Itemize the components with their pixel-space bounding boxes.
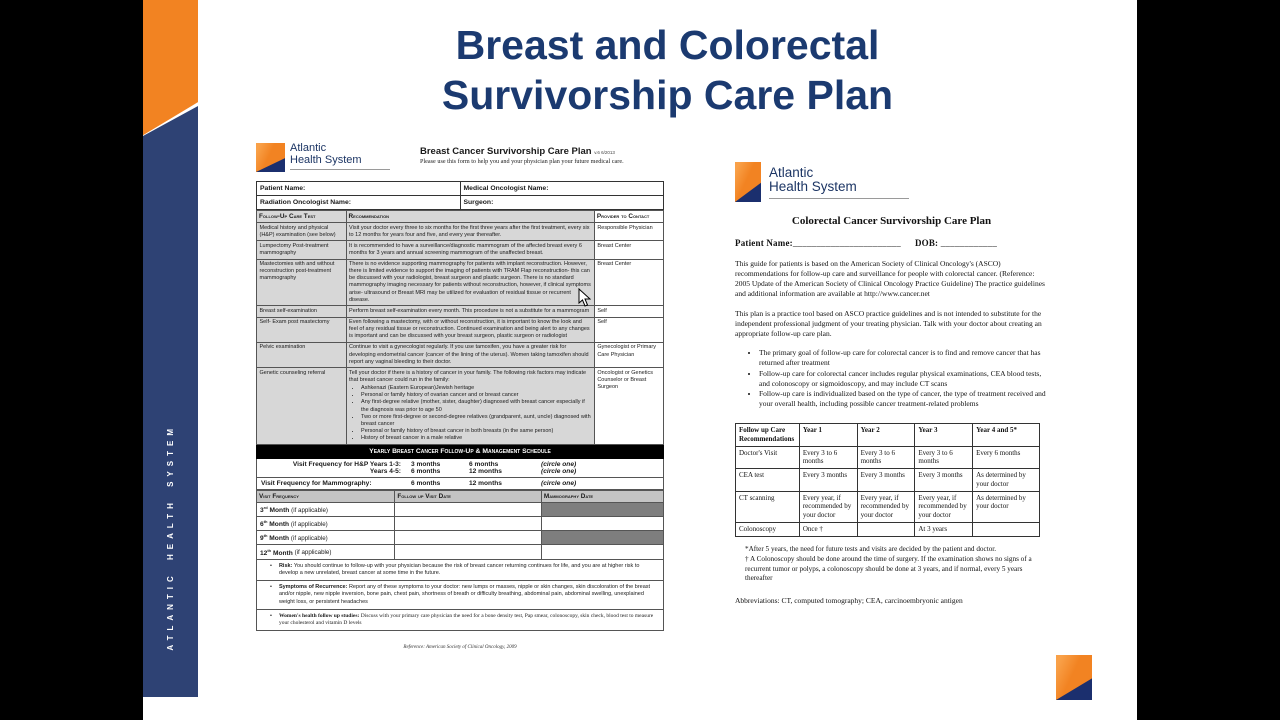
brand-name: Atlantic Health System [769,165,909,200]
slide-title-line2: Survivorship Care Plan [441,72,894,119]
colorectal-doc-title: Colorectal Cancer Survivorship Care Plan [791,215,992,227]
notes-box: • Risk: You should continue to follow-up… [256,559,664,632]
name-fields-table: Patient Name: Medical Oncologist Name: R… [256,181,664,210]
blocked-cell [540,530,665,546]
table-row: Pelvic examination Continue to visit a g… [256,341,665,369]
symptoms-note: • Symptoms of Recurrence: Report any of … [257,580,663,609]
list-item: The primary goal of follow-up care for c… [759,348,1048,368]
letterbox-left [0,0,143,720]
table-row: Breast self-examination Perform breast s… [256,305,665,318]
hp-frequency-row: Visit Frequency for H&P Years 1-3: Years… [292,460,577,475]
table-row: Medical history and physical (H&P) exami… [256,221,665,242]
breast-doc-title: Breast Cancer Survivorship Care Plan v.6… [420,146,615,157]
patient-dob-line: Patient Name:_______________________ DOB:… [735,238,1048,248]
care-table-header-row: Follow-Up Care Test Recommendation Provi… [256,210,665,223]
breast-care-plan-document: Atlantic Health System Breast Cancer Sur… [255,142,665,651]
table-row: Mastectomies with and without reconstruc… [256,258,665,307]
footnote-dagger: † A Colonoscopy should be done around th… [745,555,1032,583]
patient-name-field: Patient Name: [256,181,461,196]
table-row: 3rd Month (if applicable) [255,501,665,517]
table-row: Self- Exam post mastectomy Even followin… [256,316,665,343]
visit-schedule-table: Visit Frequency Follow up Visit Date Mam… [255,489,665,560]
col-header-care-test: Follow-Up Care Test [256,210,347,223]
table-row: 6th Month (if applicable) [255,515,665,532]
breast-doc-header: Atlantic Health System Breast Cancer Sur… [256,142,664,181]
atlantic-health-logo-icon [735,162,761,202]
colorectal-bullets-list: The primary goal of follow-up care for c… [759,348,1048,409]
sidebar-navy-shape [143,106,198,697]
table-row: Colonoscopy Once † At 3 years [735,521,1040,537]
col-header-provider: Provider to Contact [593,210,665,223]
surgeon-field: Surgeon: [459,195,664,210]
col-header-recommendation: Recommendation [345,210,595,223]
list-item: Follow-up care is individualized based o… [759,389,1048,409]
breast-doc-subtitle: Please use this form to help you and you… [420,158,624,165]
abbreviations-line: Abbreviations: CT, computed tomography; … [735,595,963,605]
dob-blank: ____________ [940,238,998,248]
colorectal-care-plan-document: Atlantic Health System Colorectal Cancer… [735,162,1048,605]
table-header-row: Follow up Care Recommendations Year 1 Ye… [735,423,1040,447]
doc-version: v.6 6/2013 [594,150,615,155]
atlantic-health-logo-icon [256,143,285,172]
table-row-genetic-counseling: Genetic counseling referral Tell your do… [256,367,665,445]
dob-label: DOB: [914,238,939,248]
table-row: CT scanning Every year, if recommended b… [735,490,1040,523]
schedule-banner: Yearly Breast Cancer Follow-Up & Managem… [256,444,664,459]
blocked-cell [540,501,665,517]
patient-name-label: Patient Name: [735,238,793,248]
patient-name-blank: _______________________ [792,238,901,248]
slide-title: Breast and Colorectal Survivorship Care … [200,20,1135,120]
slide-title-line1: Breast and Colorectal [455,22,880,68]
intro-paragraph: This guide for patients is based on the … [735,259,1045,299]
slide-sidebar: ATLANTIC HEALTH SYSTEM [143,0,198,697]
visit-frequency-box: Visit Frequency for H&P Years 1-3: Years… [256,458,664,490]
brand-name: Atlantic Health System [290,142,390,171]
list-item: Follow-up care for colorectal cancer inc… [759,369,1048,389]
sidebar-vertical-text: ATLANTIC HEALTH SYSTEM [166,424,175,651]
follow-up-care-table: Follow-Up Care Test Recommendation Provi… [256,210,665,445]
reference-line: Reference: American Society of Clinical … [403,645,517,651]
letterbox-right [1137,0,1280,720]
mammography-frequency-row: Visit Frequency for Mammography: 6 month… [257,476,663,489]
colorectal-doc-header: Atlantic Health System [735,162,1048,202]
table-row: CEA test Every 3 months Every 3 months E… [735,468,1040,492]
disclaimer-paragraph: This plan is a practice tool based on AS… [735,308,1042,338]
table-footnotes: *After 5 years, the need for future test… [735,545,1048,584]
genetic-risk-factors-list: Ashkenazi (Eastern European)Jewish herit… [361,385,591,442]
footnote-asterisk: *After 5 years, the need for future test… [745,544,997,553]
atlantic-health-logo-icon [1056,655,1092,700]
genetic-intro: Tell your doctor if there is a history o… [349,369,587,384]
table-row: Doctor's Visit Every 3 to 6 months Every… [735,445,1040,470]
mouse-cursor-icon [578,287,592,312]
visit-table-header-row: Visit Frequency Follow up Visit Date Mam… [255,489,665,503]
radiation-oncologist-field: Radiation Oncologist Name: [256,195,461,210]
womens-health-note: • Women's health follow up studies: Disc… [257,608,663,631]
risk-note: • Risk: You should continue to follow-up… [270,562,640,576]
table-row: 9th Month (if applicable) [255,530,665,546]
table-row: 12th Month (if applicable) [255,544,665,560]
medical-oncologist-field: Medical Oncologist Name: [459,181,664,196]
table-row: Lumpectomy Post-treatment mammography It… [256,240,665,260]
follow-up-recommendations-table: Follow up Care Recommendations Year 1 Ye… [735,423,1040,537]
